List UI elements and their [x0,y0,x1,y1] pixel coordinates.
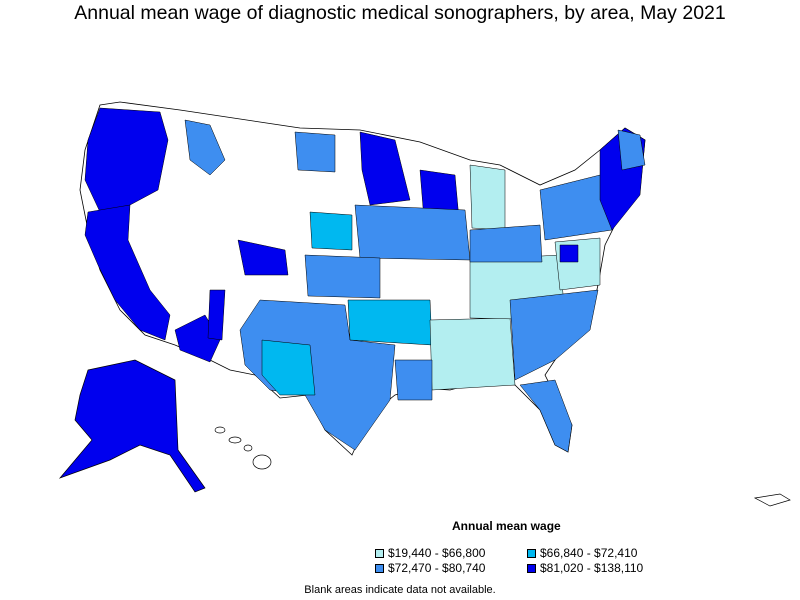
data-note: Blank areas indicate data not available. [304,584,496,596]
region-new-mexico [207,289,226,341]
legend-swatch-2 [527,548,536,558]
region-louisiana [394,359,433,401]
region-nebraska [309,211,353,251]
region-michigan [469,164,506,231]
region-maine [617,129,646,171]
region-ohio-indiana [469,224,543,263]
legend-swatch-3 [375,563,384,573]
region-hawaii [214,426,272,470]
region-west-texas [261,339,316,396]
legend-item-2: $66,840 - $72,410 [527,546,637,560]
region-mississippi-alabama [429,317,516,391]
region-texas [239,299,396,451]
region-georgia-carolinas [509,289,599,381]
region-colorado [237,239,289,276]
legend-title: Annual mean wage [452,519,561,533]
region-dc-area [559,244,579,263]
legend-swatch-4 [527,563,536,573]
region-iowa-illinois [354,204,471,261]
region-oklahoma-arkansas [347,299,433,346]
region-puerto-rico [753,493,791,507]
region-california [84,204,171,341]
region-alaska [58,359,206,493]
region-kansas [304,254,381,299]
legend-label-2: $66,840 - $72,410 [540,546,638,560]
legend-label-3: $72,470 - $80,740 [388,561,486,575]
region-florida [519,379,573,453]
region-idaho-montana [184,119,226,176]
map-title: Annual mean wage of diagnostic medical s… [74,2,726,24]
legend-label-1: $19,440 - $66,800 [388,546,486,560]
legend-item-1: $19,440 - $66,800 [375,546,485,560]
legend-item-3: $72,470 - $80,740 [375,561,485,575]
region-north-dakota [294,131,336,173]
region-minnesota [359,131,411,206]
legend-item-4: $81,020 - $138,110 [527,561,643,575]
legend-label-4: $81,020 - $138,110 [540,561,644,575]
legend-swatch-1 [375,548,384,558]
